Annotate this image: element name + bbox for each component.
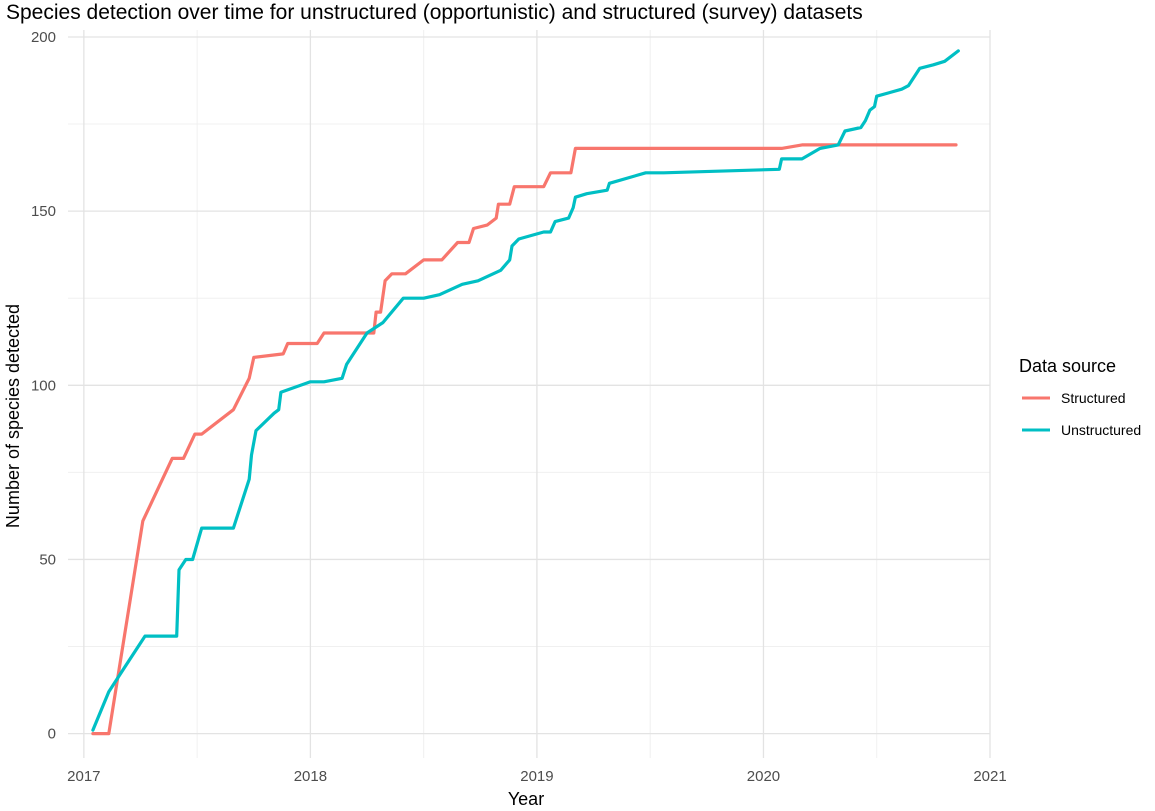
series-line-structured	[91, 143, 958, 736]
x-tick-labels: 2017 2018 2019 2020 2021	[67, 768, 1007, 785]
legend-title: Data source	[1019, 356, 1116, 376]
y-tick-label: 150	[31, 203, 56, 220]
y-tick-label: 200	[31, 29, 56, 46]
x-axis-title: Year	[508, 789, 544, 809]
y-tick-label: 0	[48, 726, 56, 743]
x-tick-label: 2020	[747, 768, 780, 785]
y-tick-labels: 0 50 100 150 200	[31, 29, 56, 743]
series-lines	[91, 49, 960, 736]
x-tick-label: 2017	[67, 768, 100, 785]
y-axis-title: Number of species detected	[3, 304, 23, 528]
legend-label-unstructured: Unstructured	[1061, 422, 1141, 438]
minor-gridlines	[68, 30, 990, 758]
x-tick-label: 2021	[973, 768, 1006, 785]
x-tick-label: 2018	[294, 768, 327, 785]
chart-title: Species detection over time for unstruct…	[6, 1, 863, 24]
series-line-unstructured	[91, 49, 960, 732]
y-tick-label: 100	[31, 377, 56, 394]
legend: Data source Structured Unstructured	[1019, 356, 1141, 438]
y-tick-label: 50	[39, 551, 56, 568]
major-gridlines	[68, 30, 991, 758]
legend-label-structured: Structured	[1061, 390, 1126, 406]
x-tick-label: 2019	[520, 768, 553, 785]
